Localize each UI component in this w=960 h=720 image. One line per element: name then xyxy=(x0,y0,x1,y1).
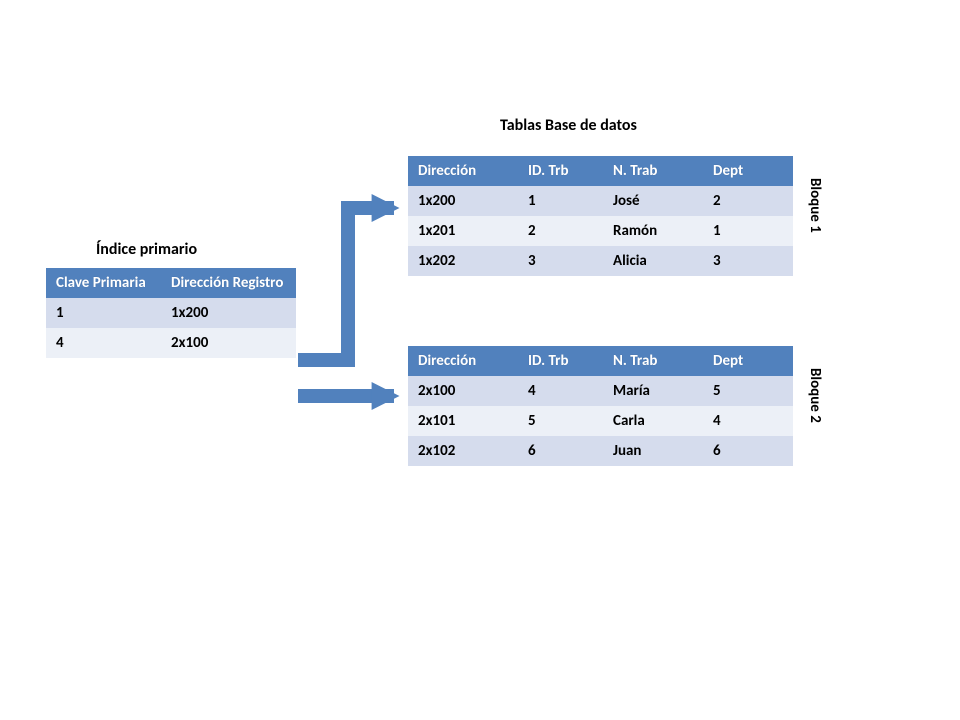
table-row: 2x100 4 María 5 xyxy=(408,376,793,406)
table-row: 2x102 6 Juan 6 xyxy=(408,436,793,466)
block2-side-label: Bloque 2 xyxy=(806,368,824,423)
block1-col-0: Dirección xyxy=(408,156,518,186)
block2-col-1: ID. Trb xyxy=(518,346,603,376)
table-row: 1x201 2 Ramón 1 xyxy=(408,216,793,246)
index-table: Clave Primaria Dirección Registro 1 1x20… xyxy=(46,268,296,358)
block1-col-2: N. Trab xyxy=(603,156,703,186)
index-col-0: Clave Primaria xyxy=(46,268,161,298)
block2-col-3: Dept xyxy=(703,346,793,376)
block2-col-0: Dirección xyxy=(408,346,518,376)
block1-col-3: Dept xyxy=(703,156,793,186)
table-row: 1x200 1 José 2 xyxy=(408,186,793,216)
block1-table: Dirección ID. Trb N. Trab Dept 1x200 1 J… xyxy=(408,156,793,276)
table-row: 1x202 3 Alicia 3 xyxy=(408,246,793,276)
block1-col-1: ID. Trb xyxy=(518,156,603,186)
arrow-index1-to-block1 xyxy=(298,208,394,360)
block2-table: Dirección ID. Trb N. Trab Dept 2x100 4 M… xyxy=(408,346,793,466)
diagram-canvas: Índice primario Tablas Base de datos Cla… xyxy=(0,0,960,720)
index-col-1: Dirección Registro xyxy=(161,268,296,298)
blocks-title: Tablas Base de datos xyxy=(500,116,637,135)
table-row: 4 2x100 xyxy=(46,328,296,358)
table-row: 2x101 5 Carla 4 xyxy=(408,406,793,436)
block1-side-label: Bloque 1 xyxy=(806,178,824,233)
block2-col-2: N. Trab xyxy=(603,346,703,376)
table-row: 1 1x200 xyxy=(46,298,296,328)
index-title: Índice primario xyxy=(96,240,197,259)
